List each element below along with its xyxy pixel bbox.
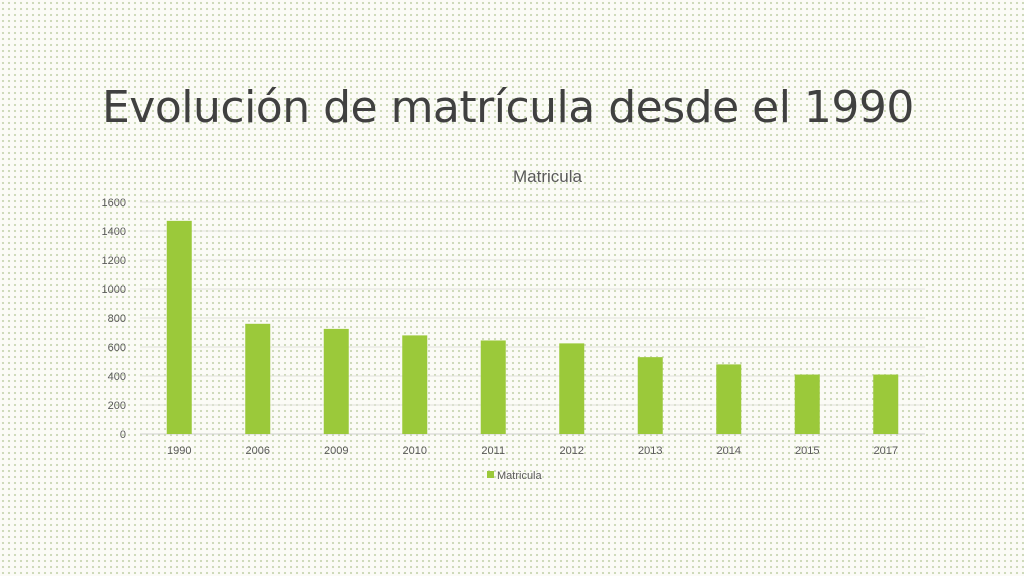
slide-title: Evolución de matrícula desde el 1990 — [102, 82, 914, 133]
chart-title: Matricula — [513, 167, 583, 186]
x-tick-label: 2017 — [874, 445, 898, 457]
bar-1990 — [166, 220, 192, 434]
y-tick-label: 1200 — [102, 255, 126, 267]
x-tick-label: 2014 — [717, 445, 741, 457]
bar-2009 — [323, 328, 349, 434]
y-tick-label: 400 — [108, 371, 126, 383]
x-tick-label: 2012 — [560, 445, 584, 457]
bar-2014 — [716, 364, 742, 434]
x-tick-label: 2010 — [403, 445, 427, 457]
x-tick-label: 1990 — [167, 445, 191, 457]
y-tick-label: 200 — [108, 400, 126, 412]
bar-2011 — [480, 340, 506, 434]
bar-2012 — [559, 343, 585, 434]
chart-gridlines — [140, 201, 925, 435]
chart-legend: Matricula — [487, 470, 543, 482]
y-tick-label: 600 — [108, 342, 126, 354]
legend-label: Matricula — [497, 470, 543, 482]
x-tick-label: 2011 — [481, 445, 505, 457]
bar-2017 — [873, 374, 899, 434]
x-tick-label: 2009 — [324, 445, 348, 457]
legend-swatch — [487, 471, 494, 478]
bar-2010 — [402, 335, 428, 434]
x-tick-label: 2006 — [246, 445, 270, 457]
bar-2013 — [637, 357, 663, 434]
y-tick-label: 1400 — [102, 226, 126, 238]
y-tick-label: 800 — [108, 313, 126, 325]
bar-2006 — [245, 323, 271, 434]
x-axis: 1990 2006 2009 2010 2011 2012 2013 2014 2015 2017 — [167, 445, 898, 457]
y-axis: 0 200 400 600 800 1000 1200 1400 1600 — [102, 197, 126, 441]
y-tick-label: 1600 — [102, 197, 126, 209]
chart-bars — [166, 220, 899, 434]
y-tick-label: 1000 — [102, 284, 126, 296]
bar-2015 — [794, 374, 820, 434]
x-tick-label: 2013 — [638, 445, 662, 457]
y-tick-label: 0 — [120, 429, 126, 441]
x-tick-label: 2015 — [795, 445, 819, 457]
